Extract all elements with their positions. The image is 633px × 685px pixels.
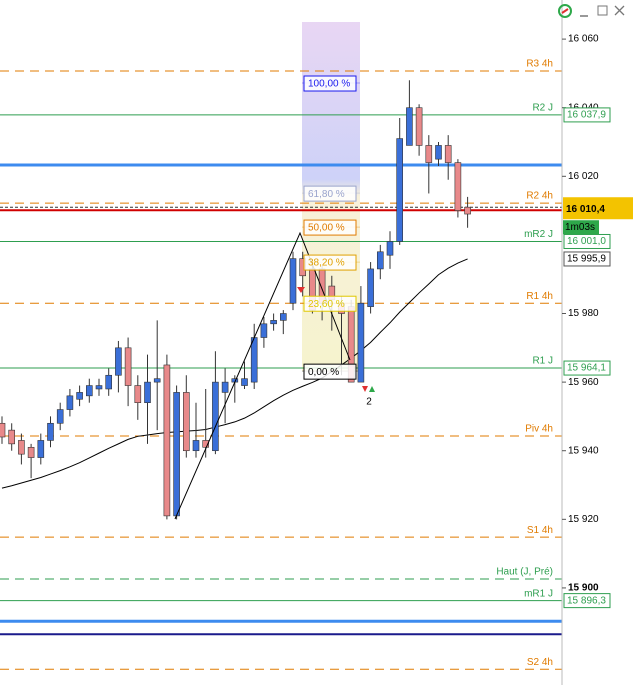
candle-body [396, 138, 404, 242]
fib-label-box [303, 254, 357, 271]
candle-body [95, 385, 103, 390]
fib-label-box [303, 363, 357, 380]
timer-box [563, 220, 599, 235]
level-value-box [563, 233, 611, 249]
buy-arrow [369, 386, 375, 392]
candle-body [183, 392, 190, 452]
candle-body [124, 347, 132, 386]
level-name: S1 4h [527, 525, 553, 536]
candle-body [454, 162, 462, 211]
candle-body [134, 385, 142, 403]
y-tick-label: 16 020 [568, 171, 599, 182]
level-name: R1 J [532, 356, 553, 367]
candle-body [289, 258, 297, 304]
candle-body [221, 381, 229, 393]
y-tick-label: 15 980 [568, 308, 599, 319]
candle-body [444, 145, 452, 163]
price-label: 16 010,4 [566, 204, 605, 215]
candle-body [8, 429, 15, 445]
candle-body [415, 107, 423, 146]
fib-label: 38,20 % [308, 258, 345, 269]
candle-body [192, 440, 200, 452]
fib-label: 100,00 % [308, 79, 350, 90]
candle-body [86, 385, 93, 397]
ma-value-label: 15 995,9 [567, 254, 606, 265]
candle-body [115, 347, 122, 376]
close-button[interactable] [614, 5, 625, 16]
sell-arrow [362, 386, 368, 392]
sell-arrow [297, 287, 305, 293]
level-value-box [563, 593, 611, 609]
y-tick-label: 15 920 [568, 514, 599, 525]
candle-body [279, 313, 287, 321]
candle-body [376, 251, 384, 270]
ma-value-box [563, 251, 611, 267]
candle-body [435, 145, 442, 160]
window-controls [558, 4, 625, 18]
fib-label: 50,00 % [308, 223, 345, 234]
y-tick-label: 15 940 [568, 445, 599, 456]
refresh-icon[interactable] [558, 4, 572, 18]
level-name: R2 4h [526, 191, 553, 202]
level-value-label: 15 896,3 [567, 595, 606, 606]
signal-count: 2 [366, 397, 372, 408]
level-value-box [563, 360, 611, 376]
y-tick-label: 16 060 [568, 34, 599, 45]
moving-average [1, 258, 468, 489]
candle-body [202, 440, 209, 448]
candle-body [76, 392, 83, 400]
candle-body [173, 392, 180, 517]
level-name: Piv 4h [525, 424, 553, 435]
candle-body [47, 422, 54, 441]
level-value-label: 15 964,1 [567, 363, 606, 374]
level-name: mR2 J [524, 229, 553, 240]
fib-label: 23,60 % [308, 299, 345, 310]
fib-label-box [303, 185, 357, 202]
level-name: S2 4h [527, 657, 553, 668]
candle-body [56, 409, 64, 424]
level-value-label: 16 037,9 [567, 110, 606, 121]
candle-body [367, 268, 374, 307]
y-tick-label: 15 960 [568, 377, 599, 388]
candle-body [163, 364, 171, 517]
maximize-button[interactable] [597, 5, 608, 16]
level-name: Haut (J, Pré) [496, 567, 553, 578]
candle-body [241, 378, 248, 386]
fib-label: 0,00 % [308, 367, 339, 378]
refresh-icon-mark [561, 8, 569, 14]
candle-body [464, 206, 471, 215]
candle-body [357, 302, 365, 383]
candle-body [27, 446, 35, 458]
level-name: mR1 J [524, 588, 553, 599]
candle-body [153, 378, 161, 383]
candle-body [18, 440, 25, 455]
price-box [563, 197, 633, 220]
candle-body [37, 440, 45, 458]
candle-body [66, 395, 74, 410]
candle-body [270, 320, 277, 325]
level-name: R3 4h [526, 59, 553, 70]
candle-body [386, 241, 394, 256]
candle-body [406, 107, 413, 146]
timer-label: 1m03s [565, 222, 595, 233]
candle-body [144, 381, 151, 403]
level-name: R2 J [532, 103, 553, 114]
candle-body [212, 381, 219, 452]
y-tick-label: 15 900 [568, 583, 599, 594]
candle-body [260, 323, 268, 338]
fib-label-box [303, 295, 357, 312]
zigzag-tool [174, 231, 351, 520]
fib-label: 61,80 % [308, 189, 345, 200]
level-value-box [563, 107, 611, 123]
fib-label-box [303, 75, 357, 92]
candle-body [0, 422, 6, 438]
level-value-label: 16 001,0 [567, 236, 606, 247]
candle-body [250, 337, 258, 383]
level-name: R1 4h [526, 291, 553, 302]
candle-body [105, 374, 112, 390]
fib-label-box [303, 219, 357, 236]
candle-body [425, 145, 433, 163]
